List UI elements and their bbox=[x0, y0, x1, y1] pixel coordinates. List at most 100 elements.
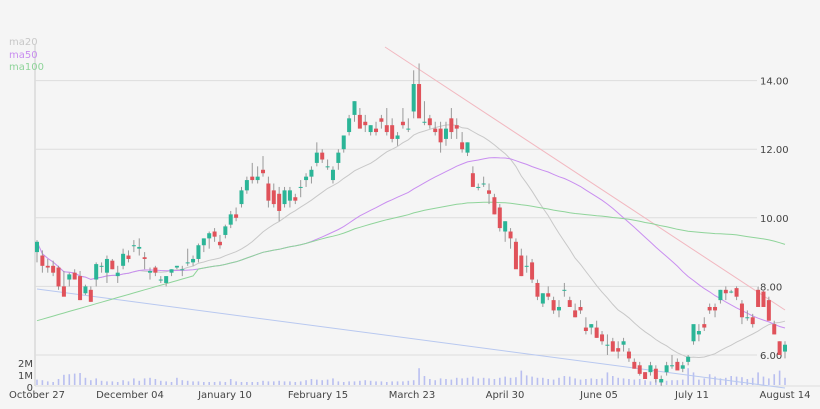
candle-up bbox=[465, 142, 470, 153]
candle-up bbox=[164, 276, 169, 283]
volume-bar bbox=[143, 378, 146, 385]
candle-down bbox=[497, 207, 502, 229]
x-tick-label: March 23 bbox=[389, 390, 435, 401]
volume-bar bbox=[698, 379, 700, 385]
volume-bar bbox=[272, 381, 275, 385]
candle-up bbox=[589, 324, 594, 328]
candle-up bbox=[341, 135, 346, 150]
volume-bar bbox=[332, 378, 334, 385]
candle-up bbox=[191, 258, 196, 263]
volume-bar bbox=[418, 368, 420, 385]
candle-up bbox=[406, 128, 411, 130]
y-tick-label: 6.00 bbox=[760, 351, 782, 362]
candle-up bbox=[174, 265, 179, 268]
volume-bar bbox=[606, 372, 609, 385]
candle-down bbox=[750, 317, 755, 325]
candle-down bbox=[357, 114, 362, 129]
volume-bar bbox=[235, 381, 237, 385]
volume-bar bbox=[176, 377, 178, 385]
volume-bar bbox=[267, 381, 270, 385]
candle-up bbox=[131, 245, 136, 247]
volume-bar bbox=[692, 372, 695, 385]
ma20-line bbox=[36, 124, 786, 359]
x-tick-label: October 27 bbox=[9, 390, 65, 401]
candle-down bbox=[487, 190, 492, 194]
volume-bar bbox=[63, 374, 65, 385]
volume-bar bbox=[574, 378, 576, 385]
x-tick-label: February 15 bbox=[288, 390, 348, 401]
volume-bar bbox=[310, 379, 313, 385]
candle-up bbox=[783, 344, 787, 352]
volume-bar bbox=[498, 377, 501, 385]
volume-bar bbox=[213, 382, 216, 385]
volume-bar bbox=[165, 381, 167, 385]
chart-legend: ma20 ma50 ma100 bbox=[9, 37, 44, 75]
candle-up bbox=[562, 289, 567, 291]
volume-bar bbox=[100, 380, 103, 385]
volume-bar bbox=[423, 376, 426, 385]
volume-bar bbox=[768, 378, 770, 385]
volume-bar bbox=[536, 377, 539, 385]
volume-bar bbox=[90, 380, 92, 385]
volume-bar bbox=[197, 381, 200, 385]
candle-up bbox=[664, 365, 669, 373]
volume-bar bbox=[644, 380, 646, 385]
candle-down bbox=[40, 255, 45, 266]
volume-bar bbox=[186, 380, 189, 385]
candle-down bbox=[578, 306, 583, 311]
candle-down bbox=[707, 306, 712, 311]
volume-bar bbox=[466, 377, 469, 385]
volume-bar bbox=[531, 376, 533, 385]
volume-bar bbox=[461, 378, 463, 385]
volume-bar bbox=[79, 373, 81, 385]
volume-bar bbox=[337, 381, 340, 385]
y-tick-label: 14.00 bbox=[760, 77, 789, 88]
candle-up bbox=[99, 265, 104, 267]
candle-up bbox=[680, 365, 685, 369]
candle-down bbox=[433, 128, 438, 133]
volume-bar bbox=[687, 368, 689, 385]
candle-down bbox=[713, 306, 718, 311]
candle-up bbox=[196, 245, 201, 259]
volume-bar bbox=[671, 380, 673, 385]
volume-bar bbox=[434, 380, 437, 385]
candle-down bbox=[626, 351, 631, 359]
volume-bar bbox=[762, 376, 765, 385]
volume-bar bbox=[563, 376, 566, 385]
volume-bar bbox=[52, 382, 54, 385]
volume-bar bbox=[305, 380, 307, 385]
candle-down bbox=[427, 118, 432, 126]
volume-bar bbox=[429, 379, 431, 385]
volume-bar bbox=[251, 382, 254, 385]
x-tick-label: December 04 bbox=[96, 390, 164, 401]
volume-bar bbox=[127, 381, 130, 385]
volume-bar bbox=[289, 381, 291, 385]
volume-bar bbox=[509, 377, 512, 385]
volume-tick-label: 0 bbox=[27, 383, 33, 394]
candle-up bbox=[314, 152, 319, 163]
volume-bar bbox=[46, 381, 49, 385]
volume-bar bbox=[784, 377, 786, 385]
volume-bar bbox=[714, 376, 716, 385]
y-tick-label: 10.00 bbox=[760, 214, 789, 225]
candle-down bbox=[766, 300, 771, 321]
candle-down bbox=[110, 260, 115, 270]
volume-bar bbox=[122, 380, 124, 385]
candle-down bbox=[777, 341, 782, 355]
volume-bar bbox=[601, 378, 603, 385]
candle-down bbox=[702, 324, 707, 328]
volume-bar bbox=[208, 382, 211, 385]
candle-up bbox=[729, 291, 734, 293]
candle-up bbox=[476, 186, 481, 188]
candle-up bbox=[336, 152, 341, 163]
volume-bar bbox=[628, 379, 630, 385]
candle-down bbox=[519, 255, 524, 277]
candle-down bbox=[261, 169, 266, 174]
volume-bar bbox=[299, 381, 302, 385]
volume-bar bbox=[294, 382, 297, 385]
candle-up bbox=[347, 118, 352, 133]
volume-bar bbox=[369, 380, 372, 385]
volume-bar bbox=[364, 380, 367, 385]
candle-up bbox=[180, 269, 185, 271]
